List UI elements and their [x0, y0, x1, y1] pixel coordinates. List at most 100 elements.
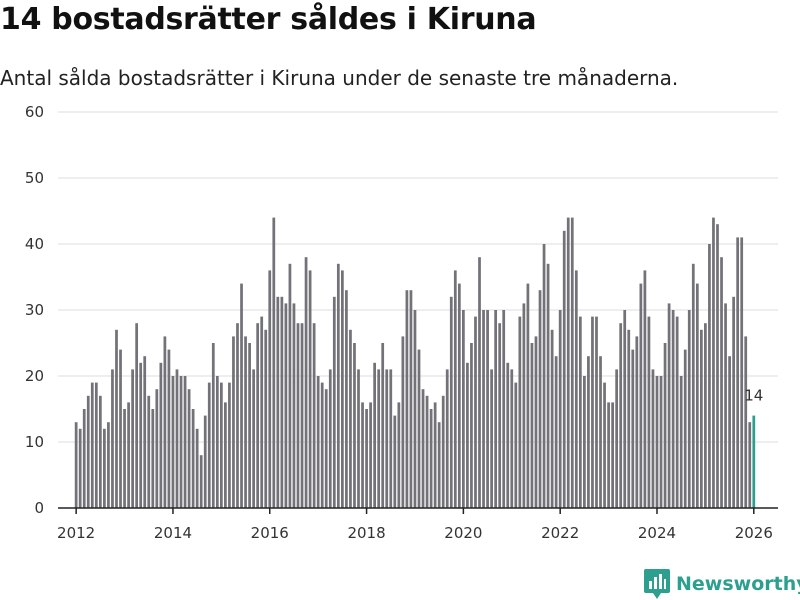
bar: [695, 283, 699, 508]
bars: [74, 217, 756, 509]
bar: [107, 422, 110, 508]
bar: [728, 356, 731, 508]
x-axis: 2012 2014 2016 2018 2020 2022 2024 2026: [57, 507, 778, 542]
x-tick-label: 2024: [638, 524, 676, 542]
bar: [413, 310, 417, 508]
bar: [228, 382, 231, 508]
bar: [308, 270, 312, 508]
bar: [679, 376, 683, 508]
bar: [453, 270, 457, 508]
bar: [526, 283, 530, 508]
chart-title: 14 bostadsrätter såldes i Kiruna: [0, 2, 537, 37]
bar: [470, 343, 473, 508]
bar: [510, 369, 514, 508]
bar: [619, 323, 623, 508]
bar: [639, 283, 643, 508]
bar: [716, 224, 719, 508]
bar: [433, 402, 437, 508]
bar: [441, 395, 445, 508]
bar: [554, 356, 558, 508]
bar: [574, 270, 578, 508]
bar: [615, 369, 619, 508]
bar: [627, 329, 631, 508]
bar: [123, 409, 126, 508]
bar: [288, 263, 292, 508]
newsworthy-logo-icon: [644, 569, 670, 599]
bar: [417, 349, 421, 508]
bar: [591, 316, 594, 508]
bar: [498, 323, 502, 508]
bar: [736, 237, 740, 508]
bar: [478, 257, 481, 508]
bar: [357, 369, 360, 508]
annotations: 14: [744, 387, 763, 405]
bar: [603, 382, 606, 508]
bar: [425, 395, 429, 508]
bar: [94, 382, 98, 508]
bar: [437, 422, 441, 508]
bar: [296, 323, 300, 508]
bar: [502, 310, 506, 508]
bar: [429, 409, 433, 508]
bar: [143, 356, 147, 508]
bar: [740, 237, 744, 508]
bar: [647, 316, 651, 508]
bar: [687, 310, 691, 508]
x-tick-label: 2014: [154, 524, 192, 542]
bar: [183, 376, 187, 508]
bar: [159, 362, 163, 508]
bar: [385, 369, 389, 508]
bar: [304, 257, 308, 508]
bar: [659, 376, 663, 508]
bar: [90, 382, 94, 508]
bar: [712, 217, 715, 508]
bar: [421, 389, 425, 508]
bar: [292, 303, 296, 508]
y-tick-label: 10: [25, 433, 44, 451]
bar: [449, 296, 453, 508]
bar: [139, 362, 143, 508]
bar: [103, 428, 106, 508]
bar: [264, 329, 268, 508]
bar: [599, 356, 602, 508]
bar: [115, 329, 118, 508]
bar: [462, 310, 465, 508]
bar: [744, 336, 748, 508]
bar: [260, 316, 264, 508]
bar: [538, 290, 542, 508]
bar: [445, 369, 449, 508]
bar: [643, 270, 647, 508]
bar: [353, 343, 356, 508]
bar: [514, 382, 518, 508]
bar: [320, 382, 324, 508]
x-tick-label: 2026: [735, 524, 773, 542]
newsworthy-logo[interactable]: Newsworthy: [644, 569, 800, 599]
bar: [248, 343, 251, 508]
bar: [135, 323, 139, 508]
bar: [276, 296, 280, 508]
bar: [86, 395, 90, 508]
chart-subtitle: Antal sålda bostadsrätter i Kiruna under…: [0, 66, 679, 90]
bar: [191, 409, 195, 508]
bar: [530, 343, 534, 508]
bar: [405, 290, 409, 508]
bar: [369, 402, 372, 508]
bar: [631, 349, 635, 508]
y-tick-label: 0: [34, 499, 44, 517]
bar: [699, 329, 703, 508]
bar: [550, 329, 554, 508]
bar: [179, 376, 183, 508]
bar: [195, 428, 199, 508]
bar: [708, 244, 711, 508]
bar: [219, 382, 223, 508]
bar: [720, 257, 723, 508]
x-tick-label: 2012: [57, 524, 95, 542]
bar: [595, 316, 598, 508]
bar: [272, 217, 276, 508]
bar: [211, 343, 215, 508]
bar: [401, 336, 405, 508]
bar: [587, 356, 590, 508]
bar: [655, 376, 659, 508]
bar: [252, 369, 255, 508]
